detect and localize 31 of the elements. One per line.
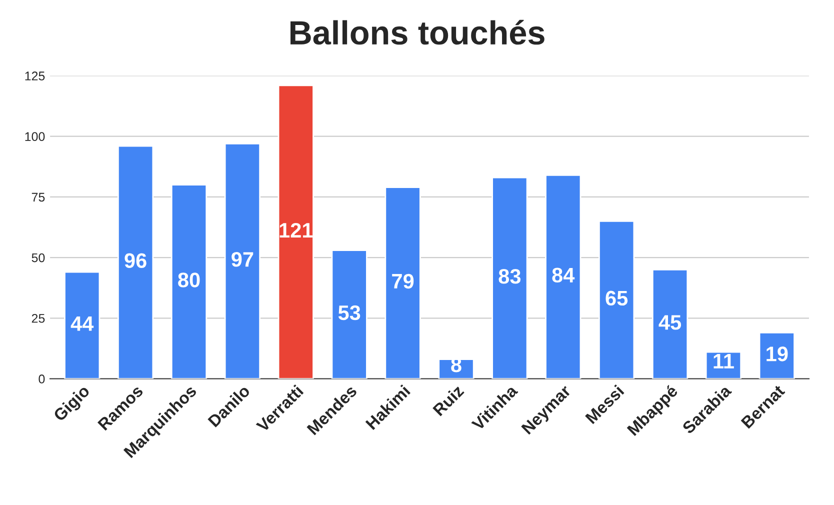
y-tick-label: 0 [38,374,45,384]
y-tick-label: 125 [25,72,45,80]
data-label: 45 [658,315,682,330]
data-label: 65 [606,290,628,306]
data-label: 80 [178,272,200,288]
y-tick-label: 25 [32,314,45,323]
bar [545,174,582,379]
data-label: 44 [70,316,94,331]
y-tick-label: 75 [32,192,45,202]
data-label: 79 [392,274,414,289]
data-label: 19 [766,346,788,362]
bar [170,184,208,379]
bar [598,220,635,379]
bar [492,176,528,379]
bar [652,268,688,379]
bar [64,271,100,379]
data-label: 83 [498,268,521,284]
bar [758,332,795,379]
bar [331,250,368,379]
chart-title: Ballons touchés [290,20,544,45]
bar [384,186,421,379]
data-label: 11 [714,354,734,368]
data-label: 96 [124,253,146,268]
data-label: 84 [552,268,575,283]
data-label: 53 [338,305,360,320]
bar [117,145,154,379]
y-tick-label: 100 [25,132,45,141]
bar [278,84,314,379]
y-tick-label: 50 [32,253,45,262]
data-label: 97 [232,252,254,267]
bar [224,142,261,379]
